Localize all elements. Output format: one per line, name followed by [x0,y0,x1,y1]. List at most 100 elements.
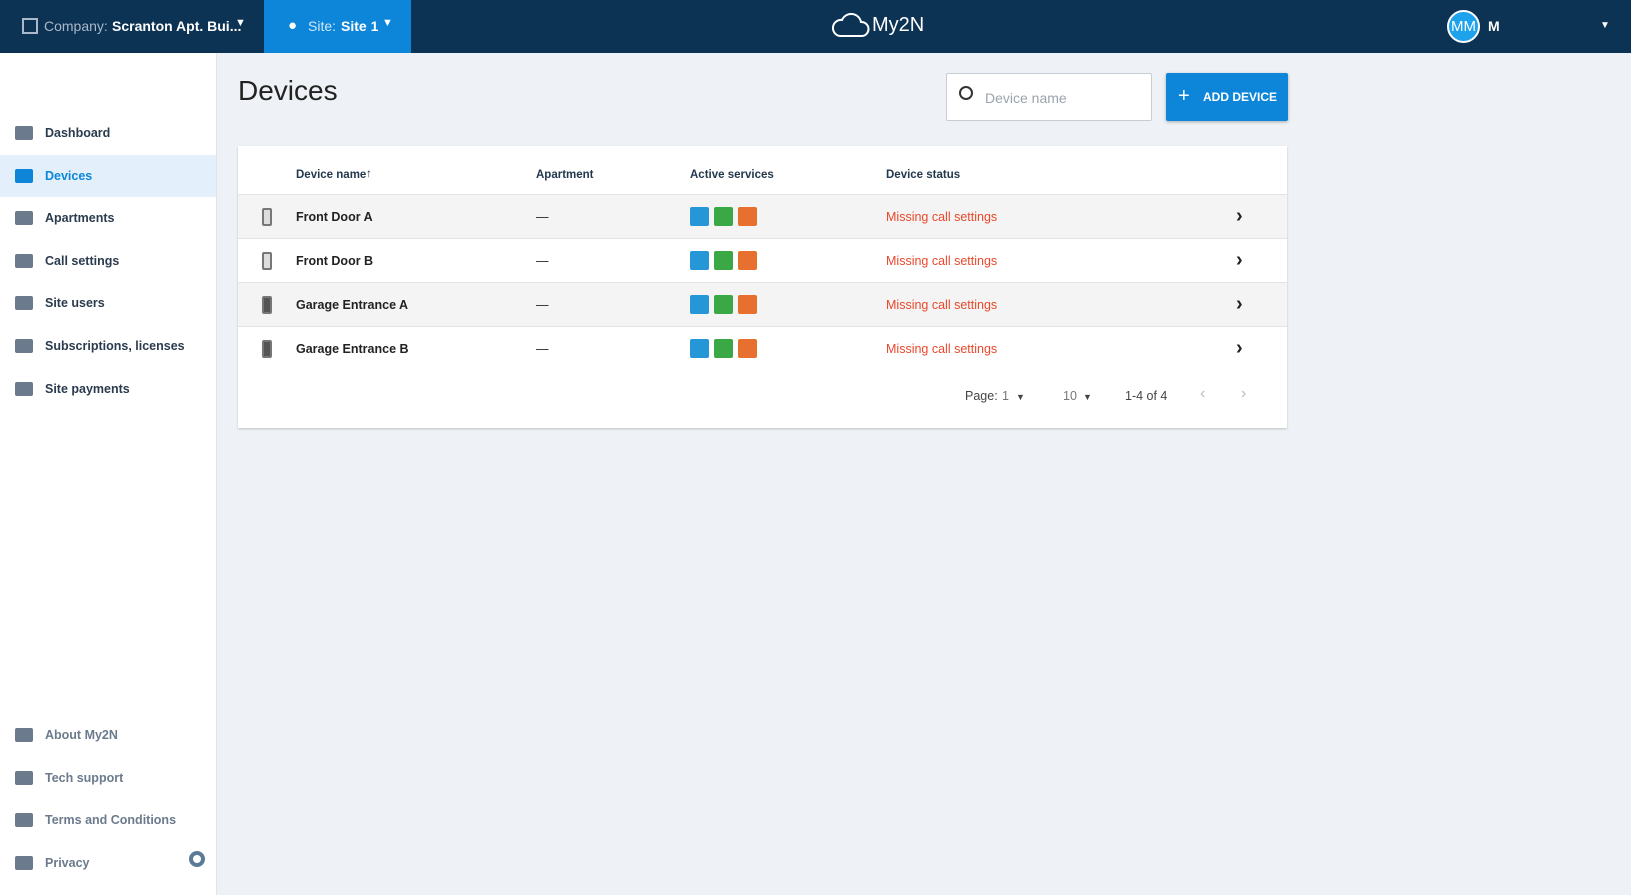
nav-item[interactable]: Dashboard [0,112,216,154]
device-name: Front Door B [296,254,374,268]
settings-icon[interactable] [189,851,205,867]
nav-icon [15,728,33,742]
page-title: Devices [238,75,338,106]
device-row[interactable]: Front Door B — Missing call settings › [238,238,1287,282]
device-row[interactable]: Garage Entrance B — Missing call settings › [238,326,1287,370]
dropdown-arrow: ▼ [382,17,393,29]
nav-label: Site users [45,296,105,311]
site-name: Site 1 [341,18,379,34]
add-device-label: ADD DEVICE [1203,90,1278,104]
device-status: Missing call settings [886,254,998,268]
nav-label: Apartments [45,211,115,226]
search-box[interactable]: Device name [946,73,1152,121]
service-badge [738,295,757,314]
site-select[interactable]: ● Site: Site 1 ▼ [264,0,411,53]
service-badge [738,339,757,358]
nav-item[interactable]: About My2N [0,714,216,756]
company-icon [22,18,38,34]
device-row[interactable]: Garage Entrance A — Missing call settings › [238,282,1287,326]
column-header: Device status [886,169,961,181]
nav-item[interactable]: Devices [0,154,216,197]
row-chevron[interactable]: › [1236,293,1243,315]
nav-item[interactable]: Site payments [0,368,216,410]
user-menu-arrow[interactable]: ▼ [1600,20,1610,31]
sidebar: Dashboard Devices Apartments Call settings S… [0,53,217,895]
add-device-button[interactable]: + ADD DEVICE [1166,73,1288,121]
device-name: Front Door A [296,210,373,224]
device-row[interactable]: Front Door A — Missing call settings › [238,194,1287,238]
apartment: — [536,298,549,312]
column-header[interactable]: Device name [296,169,367,181]
pin-icon: ● [288,17,298,34]
row-chevron[interactable]: › [1236,337,1243,359]
per-page-select[interactable]: 10 [1063,389,1077,403]
search-icon [959,86,973,100]
device-icon [262,296,272,314]
nav-item[interactable]: Site users [0,282,216,324]
next-page[interactable]: › [1241,385,1247,402]
service-badge [690,295,709,314]
nav-label: Call settings [45,253,120,268]
service-badge [690,251,709,270]
device-icon [262,252,272,270]
nav-icon [15,296,33,311]
nav-label: About My2N [45,728,118,742]
service-badge [714,295,733,314]
device-icon [262,208,272,226]
company-label: Company: [44,18,108,34]
nav-icon [15,339,33,353]
nav-icon [15,168,33,183]
dropdown-arrow: ▼ [1016,392,1025,402]
sort-arrow: ↑ [366,168,372,180]
search-placeholder: Device name [985,90,1067,106]
company-select[interactable]: Scranton Apt. Bui... [112,18,242,34]
nav-icon [15,813,33,828]
page-label: Page: [965,389,998,403]
top-bar: Company: Scranton Apt. Bui... ▼ ● Site: … [0,0,1631,53]
device-name: Garage Entrance B [296,342,409,356]
logo-text: My2N [872,14,925,36]
device-status: Missing call settings [886,342,998,356]
nav-label: Tech support [45,770,124,785]
apartment: — [536,210,549,224]
row-chevron[interactable]: › [1236,205,1243,227]
nav-label: Subscriptions, licenses [45,339,185,353]
nav-item[interactable]: Terms and Conditions [0,799,216,841]
prev-page[interactable]: ‹ [1200,385,1206,402]
device-status: Missing call settings [886,298,998,312]
device-status: Missing call settings [886,210,998,224]
service-badge [714,251,733,270]
nav-item[interactable]: Privacy [0,842,216,884]
site-label: Site: [308,18,337,34]
page-select[interactable]: 1 [1002,389,1009,403]
avatar[interactable]: MM [1447,10,1480,43]
nav-label: Privacy [45,855,90,870]
nav-item[interactable]: Tech support [0,757,216,799]
nav-item[interactable]: Apartments [0,197,216,239]
service-badge [690,207,709,226]
column-header: Active services [690,169,774,181]
dropdown-arrow: ▼ [1083,392,1092,402]
plus-icon: + [1178,85,1190,107]
nav-icon [15,126,33,140]
nav-icon [15,770,33,785]
device-name: Garage Entrance A [296,298,409,312]
page-range: 1-4 of 4 [1125,389,1168,403]
row-chevron[interactable]: › [1236,249,1243,271]
nav-label: Devices [45,168,93,183]
apartment: — [536,254,549,268]
logo-icon [832,12,870,37]
column-header: Apartment [536,169,594,181]
devices-table: Page: 1 ▼ 10 ▼ 1-4 of 4 ‹ › Device name A… [238,146,1287,428]
nav-label: Dashboard [45,126,111,140]
nav-icon [15,253,33,268]
nav-icon [15,381,33,396]
nav-item[interactable]: Call settings [0,240,216,282]
service-badge [738,251,757,270]
service-badge [690,339,709,358]
nav-item[interactable]: Subscriptions, licenses [0,325,216,367]
nav-icon [15,855,33,870]
service-badge [714,207,733,226]
device-icon [262,340,272,358]
